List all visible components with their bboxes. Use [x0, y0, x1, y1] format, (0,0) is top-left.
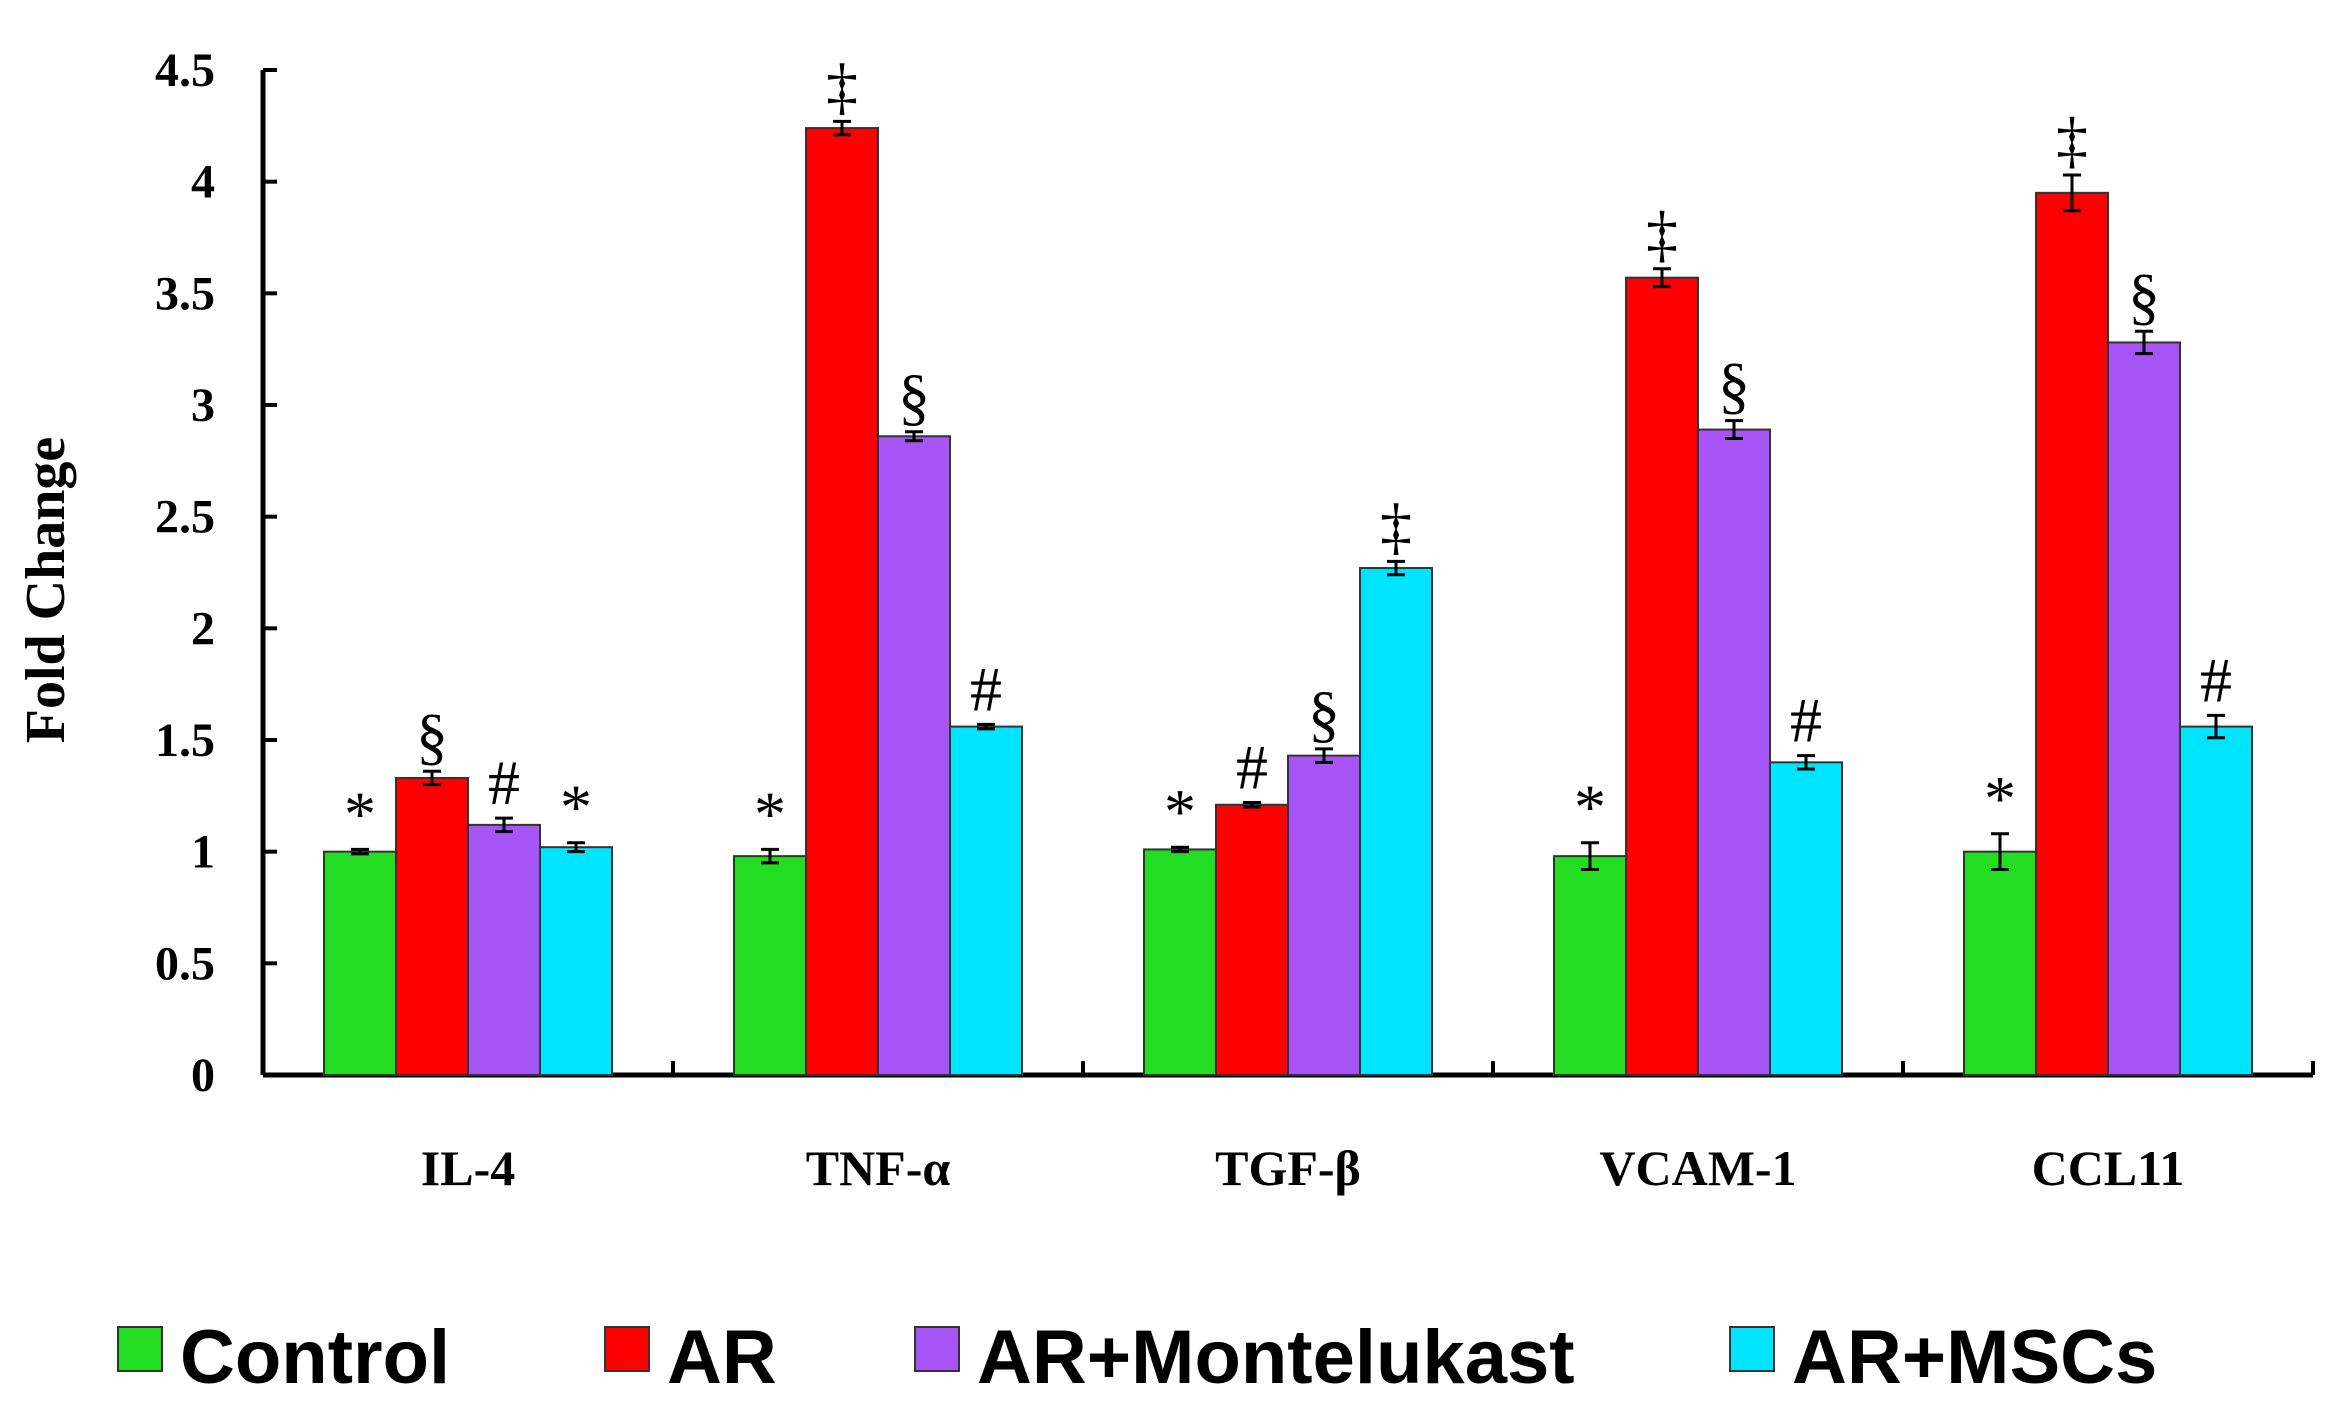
error-bar: [351, 847, 369, 856]
y-tick-label: 4: [191, 156, 215, 209]
bar-control-tnf-: [733, 855, 807, 1077]
y-tick-label: 0.5: [155, 937, 215, 990]
significance-label: §: [1718, 350, 1750, 421]
significance-label: §: [898, 361, 930, 432]
x-category-label: CCL11: [2032, 1140, 2185, 1196]
bar-control-il-4: [323, 850, 397, 1077]
x-axis: IL-4 TNF-α TGF-β VCAM-1 CCL11: [263, 1061, 2315, 1196]
x-category-label: IL-4: [421, 1140, 515, 1196]
significance-label: #: [488, 747, 520, 818]
error-bar: [1725, 419, 1743, 440]
legend-label: AR+Montelukast: [977, 1315, 1575, 1400]
significance-label: #: [1236, 732, 1268, 803]
legend-swatch: [914, 1326, 960, 1372]
significance-label: §: [416, 700, 448, 771]
bars: [323, 119, 2253, 1077]
significance-label: *: [1574, 772, 1606, 843]
y-axis-title: Fold Change: [15, 437, 77, 744]
legend-swatch: [604, 1326, 650, 1372]
significance-label: #: [2200, 644, 2232, 715]
significance-label: ‡: [2056, 104, 2088, 175]
bar-ar-mscs-tnf-: [949, 725, 1023, 1076]
bar-ar-tnf-: [805, 127, 879, 1077]
significance-label: *: [1984, 763, 2016, 834]
error-bar: [2063, 173, 2081, 213]
significance-label: *: [754, 778, 786, 849]
legend-label: Control: [180, 1315, 450, 1400]
error-bar: [1387, 559, 1405, 577]
error-bar: [1653, 267, 1671, 289]
legend-label: AR: [667, 1315, 777, 1400]
legend-item: AR: [604, 1315, 777, 1400]
legend-label: AR+MSCs: [1792, 1315, 2157, 1400]
legend-item: AR+MSCs: [1729, 1315, 2157, 1400]
bar-ar-il-4: [395, 776, 469, 1076]
y-tick-label: 3.5: [155, 267, 215, 320]
y-tick-label: 2.5: [155, 491, 215, 544]
bar-ar-mscs-vcam-1: [1769, 761, 1843, 1076]
bar-ar-mscs-il-4: [539, 846, 613, 1077]
y-tick-label: 1.5: [155, 714, 215, 767]
y-tick-label: 1: [191, 826, 215, 879]
error-bar: [495, 816, 513, 834]
y-tick-label: 4.5: [155, 44, 215, 97]
y-tick-label: 2: [191, 602, 215, 655]
significance-label: *: [1164, 776, 1196, 847]
bar-ar-montelukast-il-4: [467, 823, 541, 1076]
bar-control-ccl11: [1963, 850, 2037, 1077]
bar-ar-mscs-tgf-: [1359, 567, 1433, 1076]
y-tick-label: 0: [191, 1049, 215, 1102]
bar-ar-montelukast-ccl11: [2107, 341, 2181, 1076]
error-bar: [423, 769, 441, 787]
error-bar: [905, 430, 923, 443]
legend: Control AR AR+Montelukast AR+MSCs: [117, 1315, 2157, 1400]
significance-label: ‡: [1646, 198, 1678, 269]
error-bar: [567, 841, 585, 854]
legend-item: Control: [117, 1315, 450, 1400]
error-bar: [1797, 754, 1815, 771]
significance-label: #: [970, 653, 1002, 724]
error-bar: [833, 119, 851, 137]
significance-label: ‡: [826, 50, 858, 121]
error-bar: [1243, 801, 1261, 809]
legend-swatch: [1729, 1326, 1775, 1372]
bar-ar-mscs-ccl11: [2179, 725, 2253, 1076]
error-bar: [1315, 747, 1333, 764]
legend-swatch: [117, 1326, 163, 1372]
bar-ar-montelukast-vcam-1: [1697, 428, 1771, 1077]
bar-ar-tgf-: [1215, 803, 1289, 1076]
significance-label: §: [1308, 678, 1340, 749]
bar-ar-montelukast-tnf-: [877, 435, 951, 1076]
x-category-label: VCAM-1: [1599, 1140, 1796, 1196]
significance-label: #: [1790, 685, 1822, 756]
bar-ar-ccl11: [2035, 191, 2109, 1077]
bar-ar-montelukast-tgf-: [1287, 754, 1361, 1077]
legend-item: AR+Montelukast: [914, 1315, 1575, 1400]
significance-label: *: [344, 778, 376, 849]
x-category-label: TNF-α: [806, 1140, 951, 1196]
significance-label: ‡: [1380, 490, 1412, 561]
significance-label: *: [560, 772, 592, 843]
x-category-label: TGF-β: [1215, 1140, 1361, 1196]
error-bar: [977, 722, 995, 731]
error-bar: [2135, 329, 2153, 356]
annotations: * § # * * ‡ § # * # § ‡ * ‡ § # * ‡ § #: [344, 50, 2232, 849]
bar-control-vcam-1: [1553, 855, 1627, 1077]
y-tick-label: 3: [191, 379, 215, 432]
error-bar: [1991, 832, 2009, 872]
error-bar: [761, 847, 779, 865]
y-axis: 0 0.5 1 1.5 2 2.5 3 3.5 4 4.5: [155, 44, 277, 1102]
error-bar: [2207, 713, 2225, 740]
bar-control-tgf-: [1143, 848, 1217, 1077]
significance-label: §: [2128, 260, 2160, 331]
error-bar: [1171, 845, 1189, 854]
error-bar: [1581, 841, 1599, 872]
bar-ar-vcam-1: [1625, 276, 1699, 1076]
